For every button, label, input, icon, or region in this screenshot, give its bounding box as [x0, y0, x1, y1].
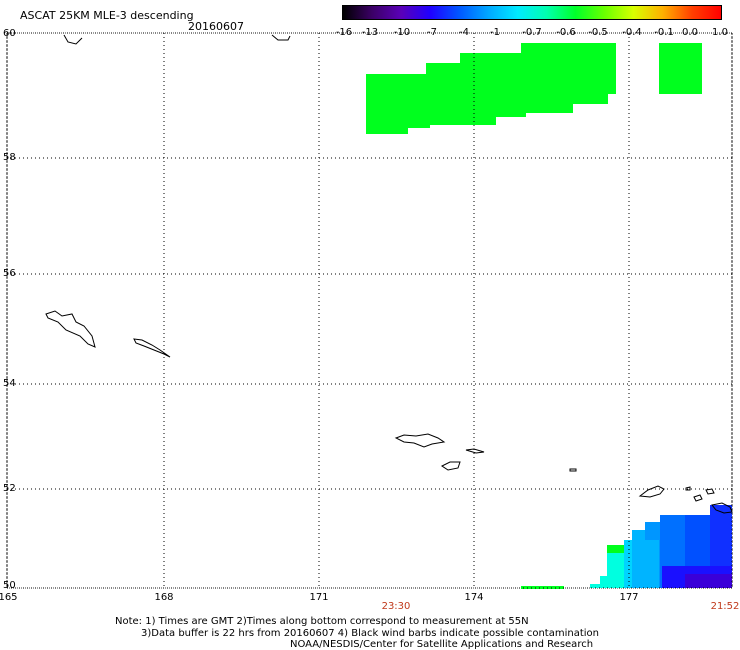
lon-label: 177 [619, 592, 639, 603]
note-line: 3)Data buffer is 22 hrs from 20160607 4)… [141, 628, 599, 639]
coastline-semisopochnoi [569, 468, 577, 472]
colorbar-label: -0.6 [556, 27, 576, 38]
coastline-islet-a [685, 486, 691, 491]
colorbar-label: -10 [393, 27, 411, 38]
coastline-north-edge [271, 34, 291, 41]
time-label: 21:52 [710, 601, 740, 612]
coastline-medny-island [133, 338, 171, 358]
lon-label: 165 [0, 592, 18, 603]
coastline-islet-b [693, 494, 703, 502]
coastline-near-islands [394, 433, 446, 448]
lat-label: 50 [3, 580, 16, 591]
note-credit: NOAA/NESDIS/Center for Satellite Applica… [290, 639, 594, 650]
lon-label: 168 [154, 592, 174, 603]
colorbar-label: -0.5 [588, 27, 608, 38]
lat-label: 58 [3, 152, 16, 163]
product-title: ASCAT 25KM MLE-3 descending [20, 9, 194, 22]
coastline-buldir [441, 461, 461, 471]
colorbar-label: -13 [361, 27, 379, 38]
colorbar-label: 0.0 [682, 27, 698, 38]
coastlines [45, 34, 733, 514]
coastline-islet-c [705, 488, 715, 495]
lat-label: 52 [3, 483, 16, 494]
wind-swath-south [521, 505, 732, 589]
lat-label: 56 [3, 268, 16, 279]
lat-label: 54 [3, 378, 16, 389]
coastline-bering-island [45, 310, 96, 348]
note-line: Note: 1) Times are GMT 2)Times along bot… [115, 616, 529, 627]
graticule [6, 32, 733, 589]
lat-label: 60 [3, 28, 16, 39]
product-date: 20160607 [188, 20, 244, 33]
coastline-rat-islet [465, 448, 485, 454]
color-scale-bar [342, 5, 722, 20]
lon-label: 171 [309, 592, 329, 603]
coastline-adak [711, 502, 733, 514]
coastline-kamchatka [63, 34, 83, 45]
wind-swath-north [366, 43, 702, 134]
lon-label: 174 [464, 592, 484, 603]
coastline-rat-islands [638, 485, 665, 498]
map-frame [6, 32, 733, 589]
time-label: 23:30 [381, 601, 411, 612]
